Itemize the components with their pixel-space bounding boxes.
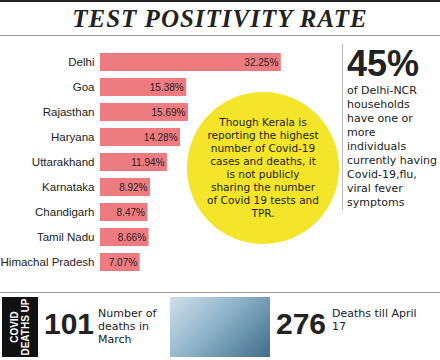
svg-text:15.38%: 15.38% — [150, 82, 184, 93]
svg-text:15.69%: 15.69% — [152, 107, 186, 118]
html-text:Number of deaths in March: Number of deaths in March — [98, 307, 157, 346]
html-text:DEATHS UP: DEATHS UP — [20, 298, 31, 356]
svg-text:11.94%: 11.94% — [131, 157, 164, 168]
svg-text:Rajasthan: Rajasthan — [43, 106, 95, 118]
html-text:276: 276 — [276, 307, 327, 340]
svg-text:8.92%: 8.92% — [119, 182, 147, 193]
html-text:TEST POSITIVITY RATE: TEST POSITIVITY RATE — [72, 5, 368, 32]
svg-text:8.66%: 8.66% — [118, 232, 146, 243]
svg-text:7.07%: 7.07% — [109, 257, 137, 268]
svg-text:Haryana: Haryana — [51, 131, 95, 143]
svg-text:Chandigarh: Chandigarh — [35, 206, 94, 218]
svg-text:Karnataka: Karnataka — [42, 181, 95, 193]
svg-text:32.25%: 32.25% — [244, 57, 278, 68]
svg-text:Himachal Pradesh: Himachal Pradesh — [1, 256, 95, 268]
svg-text:14.28%: 14.28% — [144, 132, 178, 143]
html-text:COVID: COVID — [9, 311, 20, 343]
html-text:45%: 45% — [347, 43, 420, 84]
html-text:of Delhi-NCR households have o: of Delhi-NCR households have one or more… — [347, 84, 437, 209]
svg-text:Delhi: Delhi — [68, 56, 94, 68]
svg-text:8.47%: 8.47% — [117, 207, 145, 218]
svg-text:Uttarakhand: Uttarakhand — [32, 156, 95, 168]
html-text:101: 101 — [44, 307, 95, 340]
html-text:Though Kerala is reporting the: Though Kerala is reporting the highest n… — [207, 116, 319, 219]
svg-text:Goa: Goa — [73, 81, 95, 93]
html-text:Deaths till April 17: Deaths till April 17 — [332, 307, 417, 333]
svg-text:Tamil Nadu: Tamil Nadu — [37, 231, 95, 243]
